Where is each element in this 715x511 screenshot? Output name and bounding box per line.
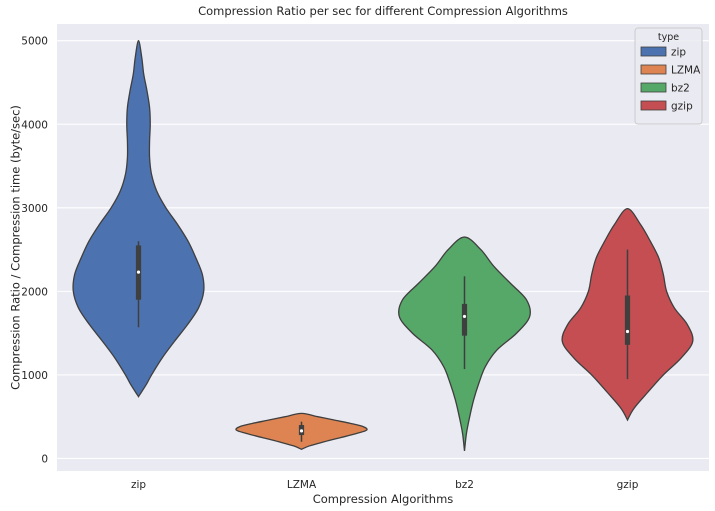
- violin-median-marker: [625, 329, 630, 334]
- x-axis: zip LZMA bz2 gzip: [131, 479, 639, 491]
- legend: type zip LZMA bz2 gzip: [634, 27, 703, 125]
- violin-iqr-box: [461, 303, 468, 336]
- legend-label: bz2: [671, 83, 690, 95]
- legend-swatch: [640, 100, 667, 111]
- violin-zip: [72, 40, 205, 398]
- violin-median-marker: [136, 270, 141, 274]
- violins: [72, 40, 694, 452]
- violin-median-marker: [462, 314, 467, 319]
- violin-iqr-box: [624, 295, 631, 345]
- y-axis-label: Compression Ratio / Compression time (by…: [9, 105, 23, 390]
- legend-label: gzip: [671, 101, 693, 113]
- x-tick-label: zip: [131, 479, 146, 491]
- violin-median-marker: [299, 429, 304, 433]
- y-tick-label: 5000: [21, 36, 48, 48]
- x-tick-label: bz2: [455, 479, 474, 491]
- y-tick-label: 0: [41, 453, 48, 465]
- violin-lzma: [235, 412, 368, 450]
- legend-swatch: [640, 64, 667, 75]
- y-tick-label: 4000: [21, 119, 48, 131]
- violin-body: [72, 40, 205, 398]
- legend-swatch: [640, 82, 667, 93]
- y-tick-label: 2000: [21, 286, 48, 298]
- legend-title: type: [658, 32, 679, 43]
- violin-gzip: [561, 207, 694, 422]
- x-tick-label: gzip: [617, 479, 639, 491]
- legend-swatch: [640, 46, 667, 57]
- legend-label: LZMA: [671, 65, 701, 77]
- x-axis-label: Compression Algorithms: [313, 492, 454, 506]
- violin-bz2: [398, 236, 531, 452]
- legend-label: zip: [671, 47, 686, 59]
- y-tick-label: 1000: [21, 370, 48, 382]
- chart-title: Compression Ratio per sec for different …: [198, 4, 568, 18]
- y-axis: 0 1000 2000 3000 4000 5000: [21, 36, 48, 466]
- x-tick-label: LZMA: [287, 479, 317, 491]
- y-tick-label: 3000: [21, 203, 48, 215]
